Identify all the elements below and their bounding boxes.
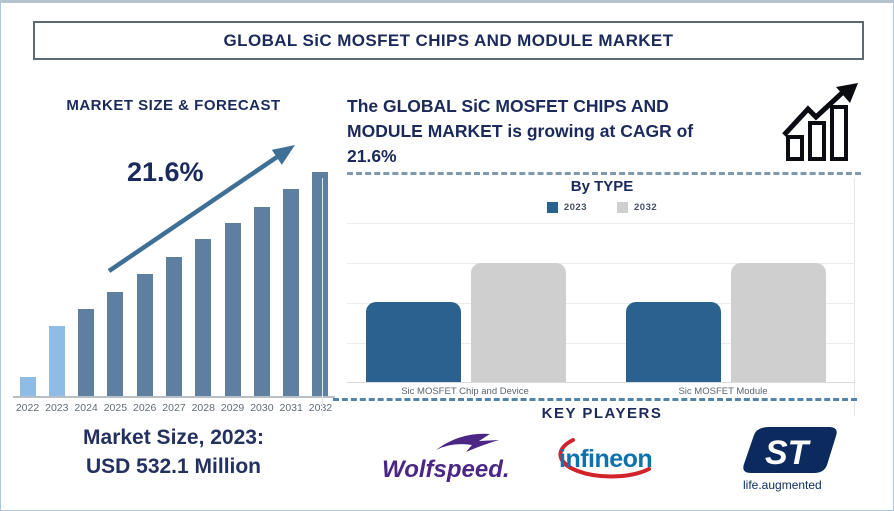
growth-chart-icon: [782, 83, 858, 161]
forecast-bar-column: [306, 172, 335, 396]
bytype-bar-2032: [471, 263, 566, 382]
bytype-group: [366, 263, 566, 382]
forecast-year-label: 2023: [45, 402, 69, 414]
wolfspeed-logo: Wolfspeed.: [382, 433, 510, 483]
legend-label: 2023: [563, 202, 587, 213]
forecast-bar-2028: [195, 239, 212, 396]
forecast-bar-2029: [224, 223, 241, 396]
trend-arrow-icon: [107, 145, 295, 273]
chart-panel: [322, 178, 855, 416]
growth-line3: 21.6%: [347, 146, 397, 166]
forecast-year-label: 2026: [133, 402, 157, 414]
forecast-year-label: 2032: [308, 402, 333, 414]
forecast-chart: [13, 172, 335, 398]
legend-swatch-2023: [546, 202, 558, 213]
forecast-bar-column: [130, 274, 159, 396]
dashed-separator-top: [347, 172, 861, 175]
forecast-bar-2030: [253, 207, 270, 396]
growth-line2: MODULE MARKET is growing at CAGR of: [347, 121, 694, 141]
infineon-logo: infineon: [558, 438, 653, 479]
forecast-bar-column: [159, 257, 188, 396]
bytype-bar-2023: [626, 302, 721, 382]
market-size-line1: Market Size, 2023:: [83, 426, 264, 449]
gridline: [347, 223, 855, 224]
forecast-bar-2025: [107, 292, 124, 396]
gridline: [347, 343, 855, 344]
forecast-bar-2026: [136, 274, 153, 396]
gridline: [347, 303, 855, 304]
forecast-bar-column: [72, 309, 101, 396]
wolfspeed-wordmark: Wolfspeed.: [382, 456, 510, 483]
forecast-bar-2022: [19, 377, 36, 396]
forecast-bar-2023: [48, 326, 65, 396]
forecast-bar-column: [277, 189, 306, 396]
growth-statement: The GLOBAL SiC MOSFET CHIPS AND MODULE M…: [347, 94, 787, 169]
forecast-year-label: 2027: [162, 402, 186, 414]
forecast-year-label: 2030: [250, 402, 274, 414]
bytype-category-labels: Sic MOSFET Chip and Device Sic MOSFET Mod…: [347, 386, 855, 398]
legend-label: 2032: [634, 202, 658, 213]
bytype-bar-2023: [366, 302, 461, 382]
bytype-chart: [347, 215, 855, 383]
st-tagline: life.augmented: [743, 478, 822, 492]
forecast-bar-column: [247, 207, 276, 396]
forecast-bar-2032: [312, 172, 329, 396]
forecast-year-label: 2029: [220, 402, 245, 414]
forecast-year-label: 2028: [191, 402, 215, 414]
forecast-heading: MARKET SIZE & FORECAST: [66, 97, 281, 114]
forecast-year-label: 2025: [103, 402, 128, 414]
forecast-year-label: 2031: [279, 402, 303, 414]
bytype-bar-groups: [347, 214, 855, 382]
bytype-legend: 2023 2032: [347, 202, 857, 213]
forecast-years: 2022 2023 2024 2025 2026 2027 2028 2029 2030 2031…: [13, 402, 335, 414]
forecast-bar-column: [101, 292, 130, 396]
keyplayers-title: KEY PLAYERS: [541, 405, 663, 422]
forecast-bar-column: [218, 223, 247, 396]
legend-swatch-2032: [617, 202, 628, 213]
growth-line1: The GLOBAL SiC MOSFET CHIPS AND: [347, 96, 669, 116]
title-box: GLOBAL SiC MOSFET CHIPS AND MODULE MARKE…: [33, 21, 864, 60]
forecast-bar-column: [42, 326, 71, 396]
st-badge-icon: [743, 427, 837, 473]
forecast-bar-column: [13, 377, 42, 396]
wolfspeed-swoosh-icon: [436, 433, 499, 452]
page-title: GLOBAL SiC MOSFET CHIPS AND MODULE MARKE…: [223, 30, 674, 50]
dashed-separator-bottom: [333, 398, 857, 401]
infineon-wordmark: infineon: [559, 445, 652, 473]
bytype-bar-2032: [731, 263, 826, 382]
forecast-bar-2024: [78, 309, 95, 396]
legend-item: 2023: [546, 202, 587, 213]
bytype-group: [626, 263, 826, 382]
market-size-line2: USD 532.1 Million: [85, 455, 262, 478]
bytype-title: By TYPE: [570, 178, 634, 195]
bytype-category-label: Sic MOSFET Chip and Device: [401, 386, 529, 397]
forecast-bar-2027: [165, 257, 182, 396]
legend-item: 2032: [617, 202, 657, 213]
infineon-swoosh-icon: [558, 438, 651, 479]
market-size-note: Market Size, 2023: USD 532.1 Million: [1, 423, 346, 481]
forecast-year-label: 2024: [74, 402, 98, 414]
st-logo: ST life.augmented: [743, 427, 837, 492]
forecast-bar-2031: [283, 189, 300, 396]
forecast-year-label: 2022: [15, 402, 40, 414]
st-monogram: ST: [765, 434, 812, 472]
gridline: [347, 263, 855, 264]
cagr-annotation: 21.6%: [127, 157, 204, 187]
bytype-category-label: Sic MOSFET Module: [678, 386, 768, 397]
forecast-bar-column: [189, 239, 218, 396]
